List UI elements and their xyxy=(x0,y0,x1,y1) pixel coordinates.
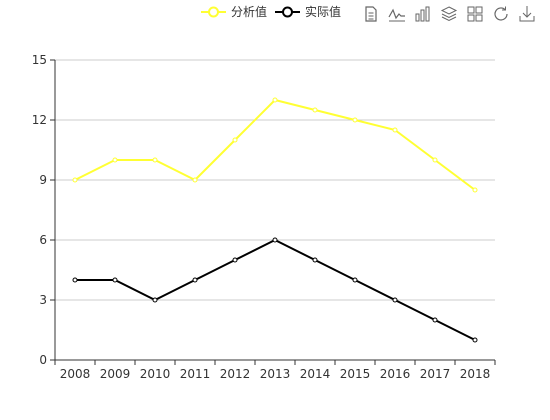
legend-item-actual[interactable]: 实际值 xyxy=(275,3,341,20)
data-point[interactable] xyxy=(272,97,278,103)
data-point[interactable] xyxy=(112,277,118,283)
y-tick-label: 15 xyxy=(32,53,47,67)
data-point[interactable] xyxy=(272,237,278,243)
data-point[interactable] xyxy=(232,257,238,263)
stack-icon[interactable] xyxy=(440,5,458,23)
save-image-icon[interactable] xyxy=(518,5,536,23)
x-tick-label: 2015 xyxy=(340,367,371,381)
x-axis: 2008 2009 2010 2011 2012 2013 2014 2015 2016 2017… xyxy=(54,359,496,381)
x-tick-label: 2016 xyxy=(380,367,411,381)
x-tick-label: 2009 xyxy=(100,367,131,381)
legend-item-analysis[interactable]: 分析值 xyxy=(201,3,267,20)
x-tick-label: 2012 xyxy=(220,367,251,381)
legend-line-circle-icon xyxy=(201,6,226,17)
y-tick-label: 0 xyxy=(39,353,47,367)
data-point[interactable] xyxy=(152,297,158,303)
x-tick-label: 2008 xyxy=(60,367,91,381)
data-point[interactable] xyxy=(392,127,398,133)
data-point[interactable] xyxy=(232,137,238,143)
bar-chart-icon[interactable] xyxy=(414,5,432,23)
series-line-1 xyxy=(75,239,476,341)
y-tick-label: 6 xyxy=(39,233,47,247)
data-point[interactable] xyxy=(72,177,78,183)
data-point[interactable] xyxy=(312,107,318,113)
y-axis: 0 3 6 9 12 15 xyxy=(32,53,56,367)
y-tick-label: 9 xyxy=(39,173,47,187)
data-point[interactable] xyxy=(432,317,438,323)
line-chart-icon[interactable] xyxy=(388,5,406,23)
data-view-icon[interactable] xyxy=(362,5,380,23)
data-point[interactable] xyxy=(112,157,118,163)
y-tick-label: 12 xyxy=(32,113,47,127)
data-point[interactable] xyxy=(192,177,198,183)
series-line-0 xyxy=(74,99,476,191)
data-point[interactable] xyxy=(352,117,358,123)
legend-label-analysis: 分析值 xyxy=(231,5,268,19)
legend: 分析值 实际值 xyxy=(201,3,349,20)
legend-line-circle-icon xyxy=(275,6,301,17)
data-point[interactable] xyxy=(432,157,438,163)
data-point[interactable] xyxy=(192,277,198,283)
x-tick-label: 2018 xyxy=(460,367,491,381)
data-point[interactable] xyxy=(472,187,478,193)
data-point[interactable] xyxy=(72,277,78,283)
toolbox xyxy=(362,5,544,23)
grid-lines xyxy=(55,59,495,301)
data-point[interactable] xyxy=(392,297,398,303)
series-group xyxy=(72,97,478,343)
data-point[interactable] xyxy=(312,257,318,263)
x-tick-label: 2013 xyxy=(260,367,291,381)
y-tick-label: 3 xyxy=(39,293,47,307)
x-tick-label: 2010 xyxy=(140,367,171,381)
x-tick-label: 2017 xyxy=(420,367,451,381)
data-point[interactable] xyxy=(472,337,478,343)
x-tick-label: 2014 xyxy=(300,367,331,381)
tiled-icon[interactable] xyxy=(466,5,484,23)
restore-icon[interactable] xyxy=(492,5,510,23)
x-tick-label: 2011 xyxy=(180,367,211,381)
legend-label-actual: 实际值 xyxy=(305,5,342,19)
data-point[interactable] xyxy=(152,157,158,163)
data-point[interactable] xyxy=(352,277,358,283)
